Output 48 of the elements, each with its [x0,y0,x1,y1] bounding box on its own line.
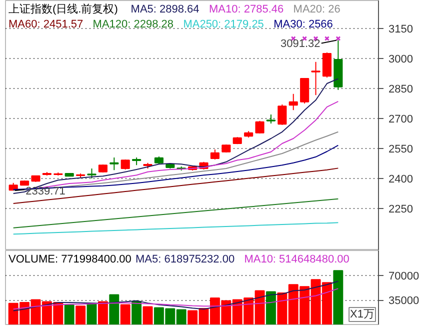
y-tick-label: 2250 [388,204,413,216]
text: MA5: 618975232.00 [136,254,235,266]
candlestick [322,52,332,78]
candlestick [210,149,220,160]
y-tick-label: 3000 [388,54,413,66]
bar [64,304,74,324]
annotation: 2339.71 [26,186,66,198]
y-tick-label: 2400 [388,174,413,186]
text: MA60: 2451.57 [8,18,84,30]
y-tick-label: 2700 [388,114,413,126]
line-series [12,222,339,235]
candlestick [87,168,96,179]
y-tick-label: 2550 [388,144,413,156]
text: MA120: 2298.28 [92,18,174,30]
candlestick [288,93,298,111]
bar [266,291,276,324]
text: MA30: 2566 [274,18,333,30]
candlestick [311,61,320,96]
candlestick [255,120,264,134]
bar [142,306,153,324]
bar [120,304,130,324]
text: MA250: 2179.25 [183,18,264,30]
y-tick-label: 3150 [388,24,413,36]
line-series [12,168,339,204]
candlestick [120,159,130,170]
bar [109,294,120,324]
line-series [12,198,339,228]
y-tick-label: 70000 [388,270,420,283]
text: MA5: 2898.64 [130,4,200,16]
text: MA10: 514648480.00 [244,254,350,266]
y-tick-label: 35000 [388,295,420,308]
bar [333,270,344,324]
candlestick [278,104,287,126]
bar [86,302,97,324]
annotation: 3091.32 [280,38,320,50]
y-tick-label: 2850 [388,84,413,96]
line-series [12,288,339,310]
text: X1万 [350,308,375,320]
chart-title: VOLUME: 771998400.00 [8,254,132,266]
candlestick [300,78,310,104]
line-series [12,280,339,312]
candlestick [110,157,119,171]
bar [76,306,86,324]
text: MA20: 26 [293,4,340,16]
bar [98,301,108,324]
bar [132,300,142,324]
text: MA10: 2785.46 [209,4,284,16]
chart-title: 上证指数(日线.前复权) [8,2,118,16]
